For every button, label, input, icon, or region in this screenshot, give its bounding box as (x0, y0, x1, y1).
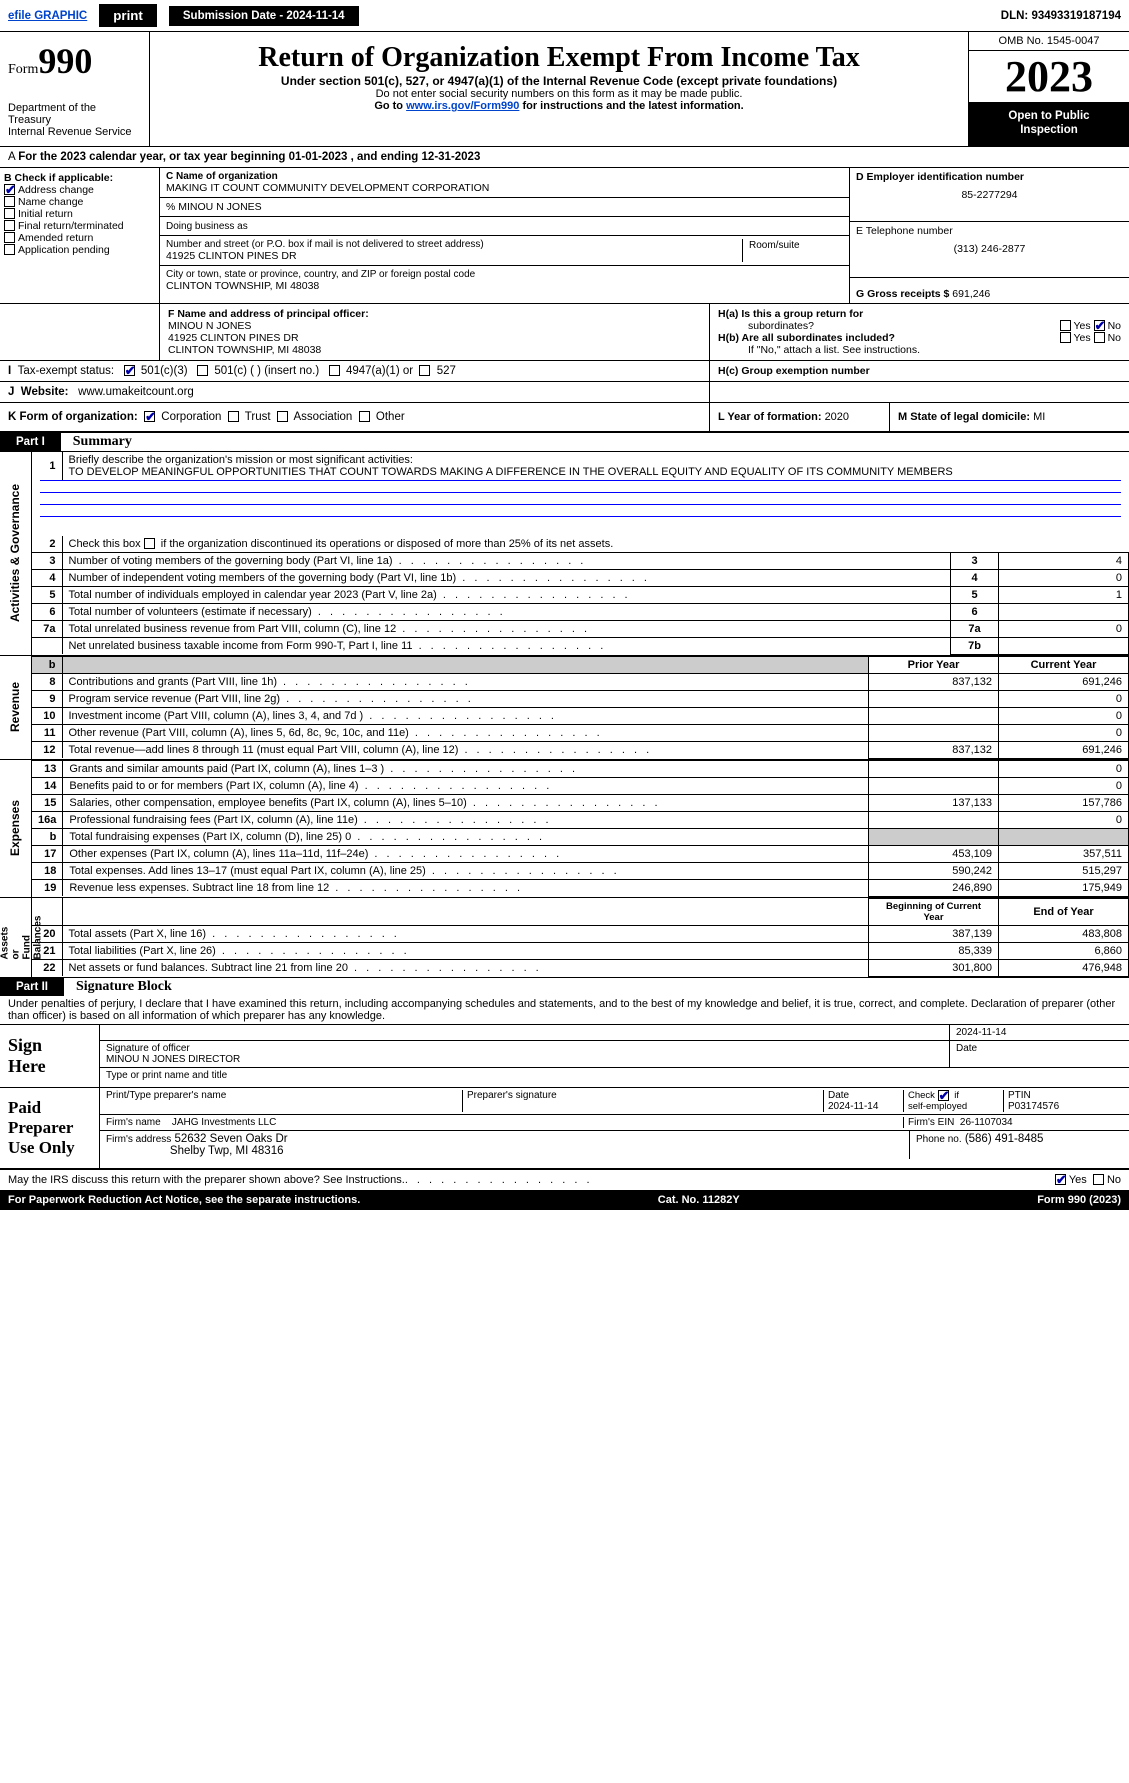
d-label: D Employer identification number (856, 171, 1123, 183)
section-b-to-g: B Check if applicable: Address change Na… (0, 168, 1129, 304)
discontinued-checkbox[interactable] (144, 538, 155, 549)
website-row: J Website: www.umakeitcount.org (0, 382, 1129, 403)
submission-date: Submission Date - 2024-11-14 (169, 6, 359, 26)
ha-no-checkbox[interactable] (1094, 320, 1105, 331)
ptin: P03174576 (1008, 1101, 1059, 1112)
discuss-yes-checkbox[interactable] (1055, 1174, 1066, 1185)
street-label: Number and street (or P.O. box if mail i… (166, 239, 742, 250)
sign-here-block: Sign Here 2024-11-14 Signature of office… (0, 1025, 1129, 1088)
mission-text: TO DEVELOP MEANINGFUL OPPORTUNITIES THAT… (69, 466, 953, 478)
f-label: F Name and address of principal officer: (168, 308, 701, 320)
hb-no-checkbox[interactable] (1094, 332, 1105, 343)
phone: (313) 246-2877 (856, 237, 1123, 255)
firm-addr2: Shelby Twp, MI 48316 (170, 1145, 284, 1157)
assoc-checkbox[interactable] (277, 411, 288, 422)
other-checkbox[interactable] (359, 411, 370, 422)
address-change-checkbox[interactable] (4, 184, 15, 195)
efile-link[interactable]: efile GRAPHIC (8, 10, 87, 22)
firm-name: JAHG Investments LLC (172, 1117, 276, 1128)
discuss-no-checkbox[interactable] (1093, 1174, 1104, 1185)
street-address: 41925 CLINTON PINES DR (166, 250, 742, 262)
officer-addr1: 41925 CLINTON PINES DR (168, 332, 701, 344)
perjury-declaration: Under penalties of perjury, I declare th… (0, 996, 1129, 1025)
ha-yes-checkbox[interactable] (1060, 320, 1071, 331)
revenue-section: Revenue bPrior YearCurrent Year 8Contrib… (0, 655, 1129, 759)
city-label: City or town, state or province, country… (166, 269, 843, 280)
final-return-checkbox[interactable] (4, 220, 15, 231)
officer-name: MINOU N JONES (168, 320, 701, 332)
hb-yes-checkbox[interactable] (1060, 332, 1071, 343)
trust-checkbox[interactable] (228, 411, 239, 422)
form-number: Form990 (8, 40, 141, 82)
irs-link[interactable]: www.irs.gov/Form990 (406, 100, 519, 112)
form-header: Form990 Department of the Treasury Inter… (0, 32, 1129, 147)
part2-header: Part IISignature Block (0, 978, 1129, 996)
expenses-section: Expenses 13Grants and similar amounts pa… (0, 759, 1129, 897)
tax-exempt-row: I Tax-exempt status: 501(c)(3) 501(c) ( … (0, 361, 1129, 382)
omb-number: OMB No. 1545-0047 (969, 32, 1129, 51)
officer-addr2: CLINTON TOWNSHIP, MI 48038 (168, 344, 701, 356)
b-label: B Check if applicable: (4, 172, 155, 184)
officer-printed: MINOU N JONES DIRECTOR (106, 1054, 240, 1065)
print-button[interactable]: print (99, 4, 157, 27)
501c3-checkbox[interactable] (124, 365, 135, 376)
name-change-checkbox[interactable] (4, 196, 15, 207)
paperwork-notice: For Paperwork Reduction Act Notice, see … (8, 1194, 360, 1206)
goto-instr: Go to www.irs.gov/Form990 for instructio… (160, 100, 958, 112)
room-label: Room/suite (749, 240, 800, 251)
form-org-row: K Form of organization: Corporation Trus… (0, 403, 1129, 433)
4947-checkbox[interactable] (329, 365, 340, 376)
dept-label: Department of the Treasury Internal Reve… (8, 102, 141, 138)
corp-checkbox[interactable] (144, 411, 155, 422)
e-label: E Telephone number (856, 225, 1123, 237)
ssn-note: Do not enter social security numbers on … (160, 88, 958, 100)
g-label: G Gross receipts $ (856, 288, 952, 300)
line-a: A For the 2023 calendar year, or tax yea… (0, 147, 1129, 168)
initial-return-checkbox[interactable] (4, 208, 15, 219)
sign-date: 2024-11-14 (949, 1025, 1129, 1041)
paid-preparer-block: Paid Preparer Use Only Print/Type prepar… (0, 1088, 1129, 1169)
form-subtitle: Under section 501(c), 527, or 4947(a)(1)… (160, 74, 958, 88)
c-name-label: C Name of organization (166, 171, 843, 182)
dln: DLN: 93493319187194 (1001, 10, 1121, 22)
cat-no: Cat. No. 11282Y (658, 1194, 740, 1206)
dba-label: Doing business as (166, 221, 248, 232)
tax-year: 2023 (969, 51, 1129, 102)
activities-governance-section: Activities & Governance 1Briefly describ… (0, 451, 1129, 655)
form-title: Return of Organization Exempt From Incom… (160, 42, 958, 74)
application-pending-checkbox[interactable] (4, 244, 15, 255)
ein: 85-2277294 (856, 183, 1123, 201)
top-toolbar: efile GRAPHIC print Submission Date - 20… (0, 0, 1129, 32)
gross-receipts: 691,246 (952, 288, 990, 300)
principal-officer-row: F Name and address of principal officer:… (0, 304, 1129, 361)
org-name: MAKING IT COUNT COMMUNITY DEVELOPMENT CO… (166, 182, 843, 194)
discuss-row: May the IRS discuss this return with the… (0, 1169, 1129, 1190)
website: www.umakeitcount.org (78, 386, 194, 398)
net-assets-section: Net Assets or Fund Balances Beginning of… (0, 897, 1129, 978)
care-of: % MINOU N JONES (160, 198, 849, 217)
self-employed-checkbox[interactable] (938, 1090, 949, 1101)
527-checkbox[interactable] (419, 365, 430, 376)
part1-header: Part ISummary (0, 433, 1129, 451)
firm-addr1: 52632 Seven Oaks Dr (174, 1133, 287, 1145)
501c-checkbox[interactable] (197, 365, 208, 376)
firm-ein: 26-1107034 (960, 1117, 1013, 1128)
preparer-phone: (586) 491-8485 (965, 1133, 1044, 1145)
amended-checkbox[interactable] (4, 232, 15, 243)
open-public-badge: Open to Public Inspection (969, 102, 1129, 146)
form-footer: Form 990 (2023) (1037, 1194, 1121, 1206)
city-state-zip: CLINTON TOWNSHIP, MI 48038 (166, 280, 843, 292)
